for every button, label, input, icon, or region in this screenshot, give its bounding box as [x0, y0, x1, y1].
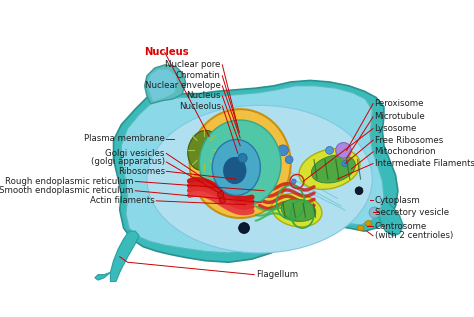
Text: (with 2 centrioles): (with 2 centrioles) [374, 231, 453, 240]
Ellipse shape [244, 190, 256, 199]
Text: Microtubule: Microtubule [374, 113, 425, 121]
Text: Nucleolus: Nucleolus [179, 101, 221, 111]
Text: Nuclear pore: Nuclear pore [165, 60, 221, 69]
Polygon shape [121, 86, 384, 253]
Ellipse shape [201, 133, 217, 143]
Ellipse shape [200, 120, 281, 207]
Ellipse shape [193, 139, 207, 149]
Ellipse shape [357, 225, 364, 231]
Polygon shape [114, 81, 398, 262]
Text: Nucleus: Nucleus [145, 48, 189, 57]
Ellipse shape [266, 165, 277, 173]
Ellipse shape [336, 143, 351, 158]
Text: Flagellum: Flagellum [255, 270, 298, 279]
Text: Ribosomes: Ribosomes [118, 167, 165, 176]
Ellipse shape [192, 175, 203, 183]
Ellipse shape [212, 139, 260, 195]
Ellipse shape [147, 105, 372, 253]
Text: Lysosome: Lysosome [374, 124, 417, 133]
Text: Free Ribosomes: Free Ribosomes [374, 136, 443, 145]
Text: Nucleus: Nucleus [186, 92, 221, 100]
Text: Chromatin: Chromatin [176, 71, 221, 80]
Ellipse shape [190, 109, 291, 218]
Ellipse shape [260, 134, 271, 142]
Ellipse shape [238, 223, 249, 234]
Ellipse shape [277, 145, 288, 156]
Polygon shape [145, 65, 186, 104]
Text: Nuclear envelope: Nuclear envelope [145, 81, 221, 90]
Text: Golgi vesicles: Golgi vesicles [105, 149, 165, 158]
Ellipse shape [221, 186, 228, 192]
Ellipse shape [267, 148, 280, 156]
Polygon shape [95, 272, 110, 280]
Ellipse shape [285, 156, 293, 164]
Text: Actin filaments: Actin filaments [90, 196, 155, 205]
Text: Cytoplasm: Cytoplasm [374, 196, 420, 204]
Ellipse shape [281, 199, 316, 221]
Polygon shape [148, 69, 177, 101]
Ellipse shape [365, 221, 372, 226]
Text: Plasma membrane: Plasma membrane [84, 134, 165, 143]
Ellipse shape [355, 187, 363, 195]
Ellipse shape [311, 155, 356, 183]
Ellipse shape [218, 191, 224, 198]
Ellipse shape [221, 194, 236, 203]
Text: (golgi apparatus): (golgi apparatus) [91, 158, 165, 166]
Ellipse shape [369, 207, 380, 218]
Text: Centrosome: Centrosome [374, 222, 427, 231]
Ellipse shape [223, 157, 246, 184]
Ellipse shape [188, 130, 219, 170]
Ellipse shape [203, 188, 215, 196]
Text: Intermediate Filaments: Intermediate Filaments [374, 159, 474, 168]
Ellipse shape [219, 197, 226, 203]
Text: Smooth endoplasmic reticulum: Smooth endoplasmic reticulum [0, 186, 134, 195]
Text: Peroxisome: Peroxisome [374, 99, 424, 108]
Ellipse shape [259, 180, 273, 189]
Ellipse shape [326, 146, 333, 154]
Text: Secretory vesicle: Secretory vesicle [374, 208, 449, 217]
Ellipse shape [190, 156, 202, 164]
Ellipse shape [241, 126, 255, 135]
Ellipse shape [238, 153, 247, 163]
Ellipse shape [342, 160, 348, 167]
Text: Mitochondrion: Mitochondrion [374, 147, 436, 156]
Polygon shape [371, 181, 403, 236]
Text: Rough endoplasmic reticulum: Rough endoplasmic reticulum [5, 177, 134, 186]
Ellipse shape [272, 193, 322, 227]
Ellipse shape [292, 179, 296, 184]
Polygon shape [110, 231, 139, 281]
Ellipse shape [222, 122, 235, 132]
Ellipse shape [299, 149, 360, 189]
